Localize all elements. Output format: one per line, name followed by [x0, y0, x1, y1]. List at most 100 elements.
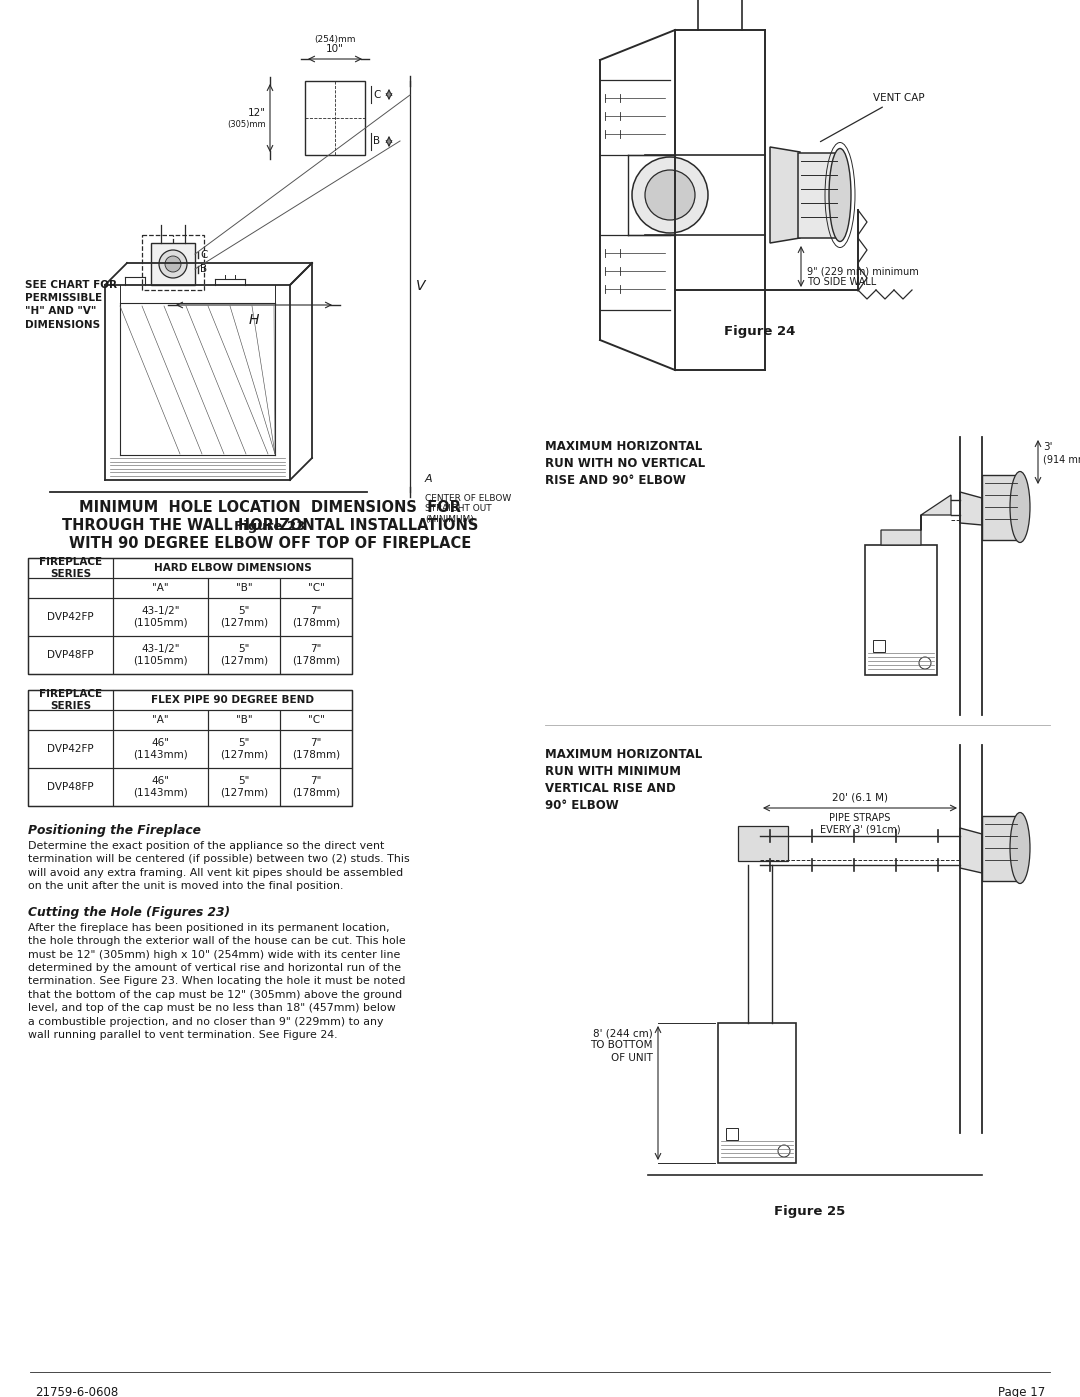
Text: FLEX PIPE 90 DEGREE BEND: FLEX PIPE 90 DEGREE BEND	[151, 694, 314, 705]
Text: 46"
(1143mm): 46" (1143mm)	[133, 738, 188, 760]
Bar	[982, 475, 1020, 541]
Text: 43-1/2"
(1105mm): 43-1/2" (1105mm)	[133, 644, 188, 666]
Bar	[982, 816, 1020, 882]
Text: DVP48FP: DVP48FP	[48, 650, 94, 659]
Text: TO SIDE WALL: TO SIDE WALL	[807, 277, 876, 286]
Text: 10": 10"	[326, 43, 343, 54]
Text: (914 mm): (914 mm)	[1043, 454, 1080, 464]
Text: VENT CAP: VENT CAP	[821, 94, 924, 141]
Text: 7"
(178mm): 7" (178mm)	[292, 738, 340, 760]
Bar	[113, 710, 208, 731]
Text: A: A	[426, 474, 433, 483]
Text: 12": 12"	[248, 108, 266, 117]
Ellipse shape	[1010, 813, 1030, 883]
Bar	[28, 690, 113, 710]
Text: 20' (6.1 M): 20' (6.1 M)	[832, 793, 888, 803]
Text: B: B	[373, 136, 380, 147]
Text: THROUGH THE WALL HORIZONTAL INSTALLATIONS: THROUGH THE WALL HORIZONTAL INSTALLATION…	[62, 518, 478, 534]
Bar	[28, 578, 113, 598]
Circle shape	[165, 256, 181, 272]
Text: 46"
(1143mm): 46" (1143mm)	[133, 777, 188, 798]
Bar	[280, 636, 352, 673]
Bar	[280, 598, 352, 636]
Bar	[28, 636, 113, 673]
Bar	[726, 1127, 738, 1140]
Text: 5"
(127mm): 5" (127mm)	[220, 738, 268, 760]
Text: Determine the exact position of the appliance so the direct vent
termination wil: Determine the exact position of the appl…	[28, 841, 409, 891]
Ellipse shape	[829, 148, 851, 242]
Text: 7"
(178mm): 7" (178mm)	[292, 777, 340, 798]
Bar	[873, 640, 885, 652]
Text: 5"
(127mm): 5" (127mm)	[220, 606, 268, 627]
Text: Positioning the Fireplace: Positioning the Fireplace	[28, 824, 201, 837]
Text: 43-1/2"
(1105mm): 43-1/2" (1105mm)	[133, 606, 188, 627]
Bar	[113, 731, 208, 768]
Bar	[280, 578, 352, 598]
Circle shape	[632, 156, 708, 233]
Text: "A": "A"	[152, 583, 168, 592]
Text: FIREPLACE
SERIES: FIREPLACE SERIES	[39, 557, 103, 578]
Text: (305)mm: (305)mm	[228, 120, 266, 130]
Bar	[28, 731, 113, 768]
Bar	[113, 690, 352, 710]
Text: "C": "C"	[308, 583, 324, 592]
Bar	[865, 545, 937, 675]
Bar	[28, 598, 113, 636]
Text: H: H	[248, 313, 259, 327]
Bar	[738, 826, 788, 861]
Text: C: C	[373, 89, 380, 101]
Text: (254)mm: (254)mm	[314, 35, 355, 43]
Text: Page 17: Page 17	[998, 1386, 1045, 1397]
Text: Figure 23: Figure 23	[234, 520, 306, 534]
Bar	[280, 710, 352, 731]
Bar	[141, 235, 204, 291]
Text: DVP42FP: DVP42FP	[48, 745, 94, 754]
Bar	[28, 690, 352, 806]
Polygon shape	[960, 492, 982, 525]
Bar	[280, 731, 352, 768]
Bar	[208, 768, 280, 806]
Bar	[208, 578, 280, 598]
Bar	[305, 81, 365, 155]
Bar	[113, 636, 208, 673]
Circle shape	[159, 250, 187, 278]
Text: FIREPLACE
SERIES: FIREPLACE SERIES	[39, 689, 103, 711]
Bar	[113, 598, 208, 636]
Text: 8' (244 cm)
TO BOTTOM
OF UNIT: 8' (244 cm) TO BOTTOM OF UNIT	[591, 1028, 653, 1063]
Bar	[28, 768, 113, 806]
Text: Cutting the Hole (Figures 23): Cutting the Hole (Figures 23)	[28, 907, 230, 919]
Bar	[28, 710, 113, 731]
Text: After the fireplace has been positioned in its permanent location,
the hole thro: After the fireplace has been positioned …	[28, 923, 406, 1039]
Text: MINIMUM  HOLE LOCATION  DIMENSIONS  FOR: MINIMUM HOLE LOCATION DIMENSIONS FOR	[79, 500, 461, 515]
Text: HARD ELBOW DIMENSIONS: HARD ELBOW DIMENSIONS	[153, 563, 311, 573]
Text: PIPE STRAPS
EVERY 3' (91cm): PIPE STRAPS EVERY 3' (91cm)	[820, 813, 901, 834]
Circle shape	[645, 170, 696, 219]
Ellipse shape	[1010, 472, 1030, 542]
Bar	[208, 598, 280, 636]
Text: "A": "A"	[152, 715, 168, 725]
Text: MAXIMUM HORIZONTAL
RUN WITH NO VERTICAL
RISE AND 90° ELBOW: MAXIMUM HORIZONTAL RUN WITH NO VERTICAL …	[545, 440, 705, 488]
Text: SEE CHART FOR
PERMISSIBLE
"H" AND "V"
DIMENSIONS: SEE CHART FOR PERMISSIBLE "H" AND "V" DI…	[25, 279, 117, 330]
Bar	[208, 731, 280, 768]
Text: DVP48FP: DVP48FP	[48, 782, 94, 792]
Text: Figure 25: Figure 25	[774, 1206, 846, 1218]
Text: "B": "B"	[235, 715, 253, 725]
Polygon shape	[770, 147, 800, 243]
Text: 5"
(127mm): 5" (127mm)	[220, 644, 268, 666]
Text: "C": "C"	[308, 715, 324, 725]
Text: 3': 3'	[1043, 441, 1053, 453]
Text: V: V	[416, 279, 426, 293]
Text: C: C	[200, 250, 207, 260]
Text: B: B	[200, 264, 207, 274]
Text: 21759-6-0608: 21759-6-0608	[35, 1386, 118, 1397]
Text: MAXIMUM HORIZONTAL
RUN WITH MINIMUM
VERTICAL RISE AND
90° ELBOW: MAXIMUM HORIZONTAL RUN WITH MINIMUM VERT…	[545, 747, 702, 812]
Bar	[208, 636, 280, 673]
Text: WITH 90 DEGREE ELBOW OFF TOP OF FIREPLACE: WITH 90 DEGREE ELBOW OFF TOP OF FIREPLAC…	[69, 536, 471, 550]
Bar	[151, 243, 195, 285]
Text: "B": "B"	[235, 583, 253, 592]
Text: 9" (229 mm) minimum: 9" (229 mm) minimum	[807, 265, 919, 277]
Bar	[113, 768, 208, 806]
Bar	[798, 154, 840, 237]
Text: 7"
(178mm): 7" (178mm)	[292, 606, 340, 627]
Text: 7"
(178mm): 7" (178mm)	[292, 644, 340, 666]
